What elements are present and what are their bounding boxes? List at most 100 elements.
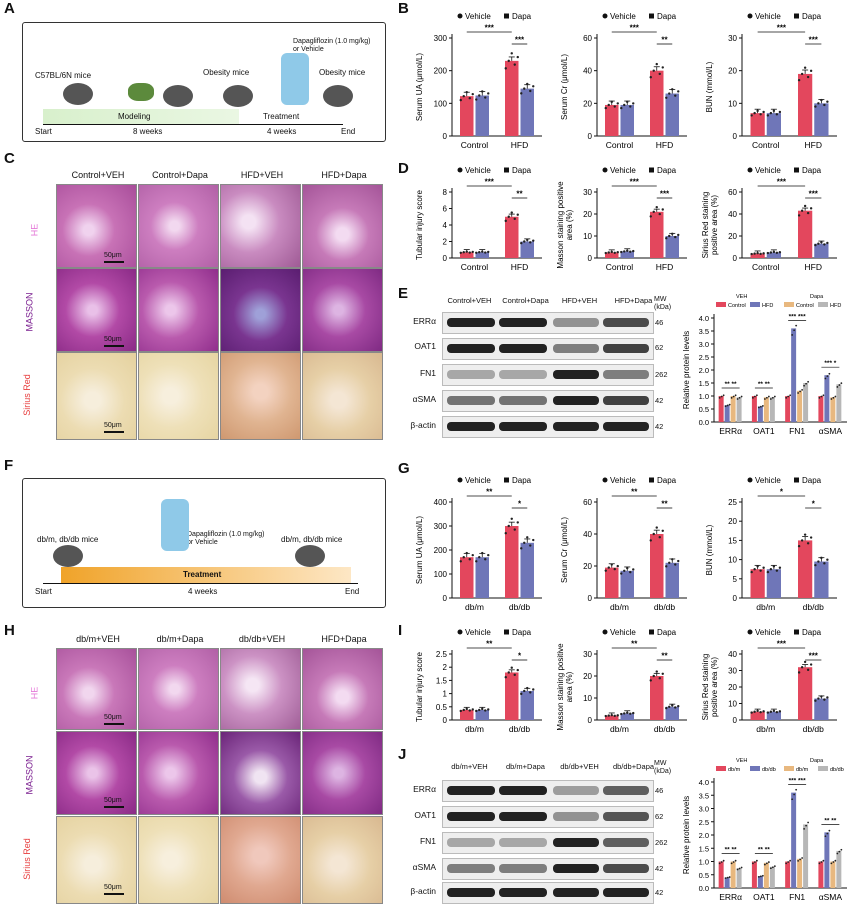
legend-label: Vehicle	[465, 476, 491, 485]
data-point	[736, 868, 739, 871]
legend-label: Vehicle	[465, 166, 491, 175]
data-point	[800, 72, 804, 76]
y-axis-label-line: area (%)	[565, 209, 574, 240]
sig-label: ** **	[758, 847, 770, 854]
sirius-image	[302, 352, 383, 440]
data-point	[772, 565, 776, 568]
data-point	[516, 521, 519, 524]
y-tick-label: 60	[583, 34, 592, 43]
bar	[757, 876, 763, 888]
bar	[505, 216, 519, 258]
data-point	[526, 238, 529, 242]
bar	[520, 690, 534, 720]
masson-image	[56, 731, 137, 815]
data-point	[484, 251, 487, 254]
y-axis-label-line: Sirius Red staining	[701, 654, 710, 721]
j-col-label: db/db+VEH	[560, 762, 599, 771]
data-point	[750, 252, 753, 256]
band	[447, 812, 495, 821]
e-mw: 42	[655, 396, 664, 405]
y-axis-label: Serum Cr (μmol/L)	[560, 517, 569, 583]
data-point	[520, 241, 523, 245]
scale-label: 50μm	[104, 884, 122, 891]
bar	[665, 706, 679, 720]
legend-group: VEH	[736, 294, 747, 300]
data-point	[629, 250, 632, 253]
sig-label: ***	[777, 640, 787, 649]
scale-bar	[104, 893, 124, 895]
bar	[605, 252, 619, 258]
e-mw-header: MW (kDa)	[654, 296, 672, 311]
y-tick-label: 1	[443, 690, 448, 699]
bar	[505, 526, 519, 598]
a-obesity1: Obesity mice	[203, 68, 250, 77]
legend-marker	[457, 477, 463, 483]
data-point	[803, 66, 807, 69]
data-point	[834, 859, 837, 862]
data-point	[607, 251, 610, 254]
data-point	[750, 711, 753, 714]
data-point	[817, 102, 820, 105]
legend-label: Vehicle	[755, 12, 781, 21]
bar	[665, 562, 679, 598]
legend-marker	[649, 167, 654, 173]
legend-label: Dapa	[802, 476, 822, 485]
data-point	[803, 660, 807, 664]
data-point	[520, 547, 523, 550]
a-weeks4: 4 weeks	[267, 127, 297, 136]
bar	[605, 715, 619, 720]
data-point	[803, 204, 807, 208]
a-modeling: Modeling	[118, 112, 151, 121]
data-point	[658, 72, 661, 76]
y-tick-label: 2.5	[699, 818, 709, 827]
data-point	[507, 59, 510, 63]
sig-label: ***	[809, 652, 819, 661]
data-point	[818, 396, 821, 399]
chart-d1: Vehicle Dapa 0 2 4 6 8 Tubular injury score Cont…	[415, 166, 542, 272]
syringe-icon	[161, 499, 189, 551]
band	[553, 422, 599, 431]
data-point	[751, 396, 754, 399]
y-axis-label: BUN (mmol/L)	[705, 61, 714, 112]
y-tick-label: 20	[583, 210, 592, 219]
legend-marker	[649, 477, 654, 483]
panel-label-f: F	[4, 457, 14, 474]
y-tick-label: 0	[443, 254, 448, 263]
y-axis-label: Serum UA (μmol/L)	[415, 53, 424, 122]
data-point	[459, 98, 462, 102]
panel-label-i: I	[398, 622, 403, 639]
legend-label: Dapa	[512, 628, 532, 637]
y-axis-label: Serum Cr (μmol/L)	[560, 54, 569, 120]
panel-label-d: D	[398, 160, 409, 177]
chart-i2: Vehicle Dapa 0 10 20 30 Masson staining positi…	[556, 628, 687, 734]
data-point	[513, 673, 516, 677]
data-point	[762, 566, 765, 569]
y-tick-label: 0.0	[699, 884, 709, 893]
scale-label: 50μm	[104, 422, 122, 429]
f-treatment: Treatment	[183, 570, 222, 579]
bar	[520, 241, 534, 258]
sig-label: ***	[630, 24, 640, 33]
j-mw: 46	[655, 786, 664, 795]
j-mw: 42	[655, 888, 664, 897]
chart-b2: Vehicle Dapa 0 20 40 60 Serum Cr (μmol/L) Contr…	[560, 12, 687, 150]
data-point	[532, 538, 535, 542]
data-point	[817, 560, 820, 563]
data-point	[471, 553, 474, 557]
band	[447, 370, 495, 379]
c-col-label: HFD+Dapa	[321, 170, 367, 180]
x-tick-label: HFD	[805, 262, 822, 272]
data-point	[787, 395, 790, 398]
bar	[763, 862, 769, 888]
j-band-strip	[442, 832, 654, 854]
data-point	[649, 215, 652, 218]
bar	[650, 534, 664, 598]
data-point	[778, 110, 782, 114]
bar	[730, 396, 736, 422]
data-point	[516, 55, 519, 59]
y-tick-label: 1.0	[699, 858, 709, 867]
legend-marker	[457, 13, 463, 19]
data-point	[632, 568, 635, 571]
data-point	[795, 788, 798, 791]
sig-label: *	[780, 488, 784, 497]
